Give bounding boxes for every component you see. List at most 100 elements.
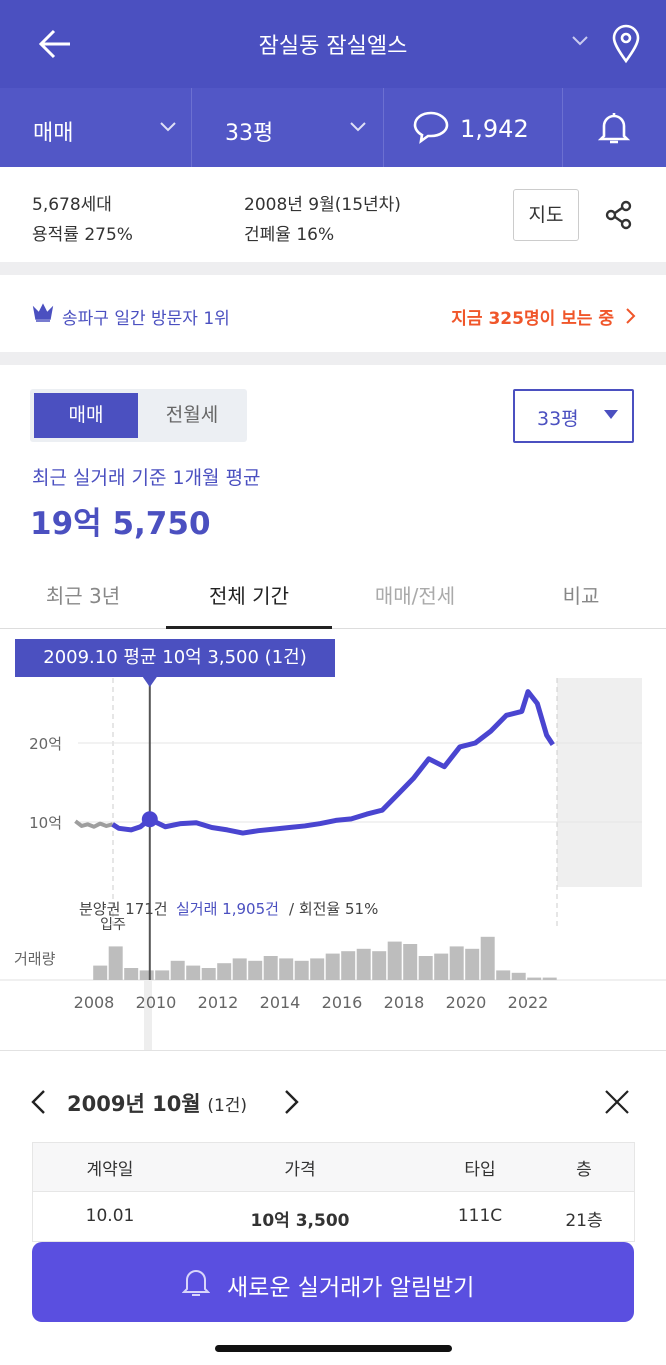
volume-bar <box>139 970 154 980</box>
back-button[interactable] <box>38 26 74 62</box>
volume-bar <box>480 936 495 980</box>
separator <box>0 262 666 275</box>
map-button[interactable]: 지도 <box>513 189 579 241</box>
month: 2009년 10월 <box>67 1092 201 1116</box>
volume-bar <box>496 970 511 980</box>
volume-bar <box>418 956 433 980</box>
tooltip: 2009.10 평균 10억 3,500 (1건) <box>15 639 335 677</box>
stat-turnover: / 회전율 51% <box>289 900 378 918</box>
average-value: 19억 5,750 <box>30 506 211 542</box>
detail-month: 2009년 10월 (1건) <box>67 1088 247 1118</box>
volume-bar <box>387 941 402 980</box>
volume-bar <box>108 946 123 980</box>
volume-bar <box>465 948 480 980</box>
dropdown-icon[interactable] <box>570 34 590 48</box>
x-tick-label: 2022 <box>508 993 549 1012</box>
alert-button[interactable]: 새로운 실거래가 알림받기 <box>32 1242 634 1322</box>
share-icon[interactable] <box>604 200 634 230</box>
move-in-label: 입주 <box>100 917 126 933</box>
live-viewers[interactable]: 지금 325명이 보는 중 <box>451 309 614 329</box>
volume-bar <box>279 958 294 980</box>
volume-bar <box>310 958 325 980</box>
separator <box>0 352 666 365</box>
tab-active[interactable]: 전체 기간 <box>209 584 289 608</box>
x-tick-label: 2008 <box>74 993 115 1012</box>
volume-bar <box>93 965 108 980</box>
table-header-cell: 가격 <box>284 1160 316 1180</box>
x-tick-label: 2010 <box>136 993 177 1012</box>
price-line <box>74 819 114 829</box>
divider <box>0 1050 666 1051</box>
volume-bar <box>294 960 309 980</box>
trade-type-filter[interactable]: 매매 <box>33 121 74 146</box>
volume-bar <box>527 977 542 980</box>
volume-bar <box>186 965 201 980</box>
alert-button-text: 새로운 실거래가 알림받기 <box>227 1275 475 1301</box>
volume-bar <box>372 951 387 980</box>
y-tick-label: 10억 <box>29 814 62 832</box>
table-row <box>32 1191 635 1242</box>
page-title: 잠실동 잠실엘스 <box>258 34 408 59</box>
table-cell: 10억 3,500 <box>250 1211 350 1231</box>
filter-bar <box>0 88 666 167</box>
volume-bar <box>155 970 170 980</box>
volume-bar <box>449 946 464 980</box>
stat-presale: 분양권 171건 <box>79 900 168 918</box>
divider <box>562 88 563 167</box>
visitor-rank: 송파구 일간 방문자 1위 <box>62 309 230 329</box>
top-bar <box>0 0 666 88</box>
floor-area-ratio: 용적률 275% <box>32 225 133 245</box>
tab[interactable]: 비교 <box>562 584 600 608</box>
next-month[interactable] <box>280 1088 302 1116</box>
x-tick-label: 2014 <box>260 993 301 1012</box>
divider <box>383 88 384 167</box>
volume-bar <box>263 956 278 980</box>
volume-bar <box>341 951 356 980</box>
count: (1건) <box>207 1096 248 1116</box>
table-header-cell: 계약일 <box>86 1160 134 1180</box>
tab-underline <box>0 628 666 629</box>
volume-bar <box>356 948 371 980</box>
prev-month[interactable] <box>28 1088 50 1116</box>
y-tick-label: 20억 <box>29 735 62 753</box>
table-cell: 21층 <box>565 1211 603 1231</box>
selected-point <box>141 811 158 828</box>
built-date: 2008년 9월(15년차) <box>244 195 401 215</box>
home-indicator <box>215 1345 452 1352</box>
x-tick-label: 2020 <box>446 993 487 1012</box>
divider <box>191 88 192 167</box>
comment-count[interactable]: 1,942 <box>460 115 529 143</box>
stat-trades: 실거래 1,905건 <box>176 900 279 918</box>
tab[interactable]: 최근 3년 <box>45 584 121 608</box>
volume-bar <box>232 958 247 980</box>
tab[interactable]: 매매/전세 <box>374 584 456 608</box>
toggle-sale[interactable]: 매매 <box>34 393 138 438</box>
volume-bar <box>201 968 216 980</box>
volume-bar <box>325 953 340 980</box>
chevron <box>350 122 366 132</box>
x-tick-label: 2018 <box>384 993 425 1012</box>
volume-bar <box>124 968 139 980</box>
close-button[interactable] <box>603 1088 631 1116</box>
volume-bar <box>403 944 418 980</box>
table-header-cell: 타입 <box>464 1160 496 1180</box>
tooltip-pointer <box>142 677 157 687</box>
x-tick-label: 2012 <box>198 993 239 1012</box>
volume-bar <box>217 963 232 980</box>
building-coverage: 건폐율 16% <box>244 225 335 245</box>
bell-icon[interactable] <box>596 110 632 146</box>
comment-icon[interactable] <box>412 110 450 144</box>
location-icon[interactable] <box>610 24 642 64</box>
volume-label: 거래량 <box>14 950 56 968</box>
volume-bar <box>511 972 526 980</box>
size-select[interactable]: 33평 <box>513 389 634 443</box>
size-filter[interactable]: 33평 <box>225 121 274 146</box>
price-chart[interactable]: 10억 20억 2008 2010 2012 2014 2016 2018 2020 2022 분양… <box>0 629 666 1050</box>
bell-icon <box>182 1270 210 1296</box>
average-label: 최근 실거래 기준 1개월 평균 <box>32 467 261 489</box>
table-header-cell: 층 <box>576 1160 592 1180</box>
selection-shadow <box>144 980 152 1050</box>
toggle-rent[interactable]: 전월세 <box>165 404 219 426</box>
chevron-right[interactable] <box>624 306 638 326</box>
